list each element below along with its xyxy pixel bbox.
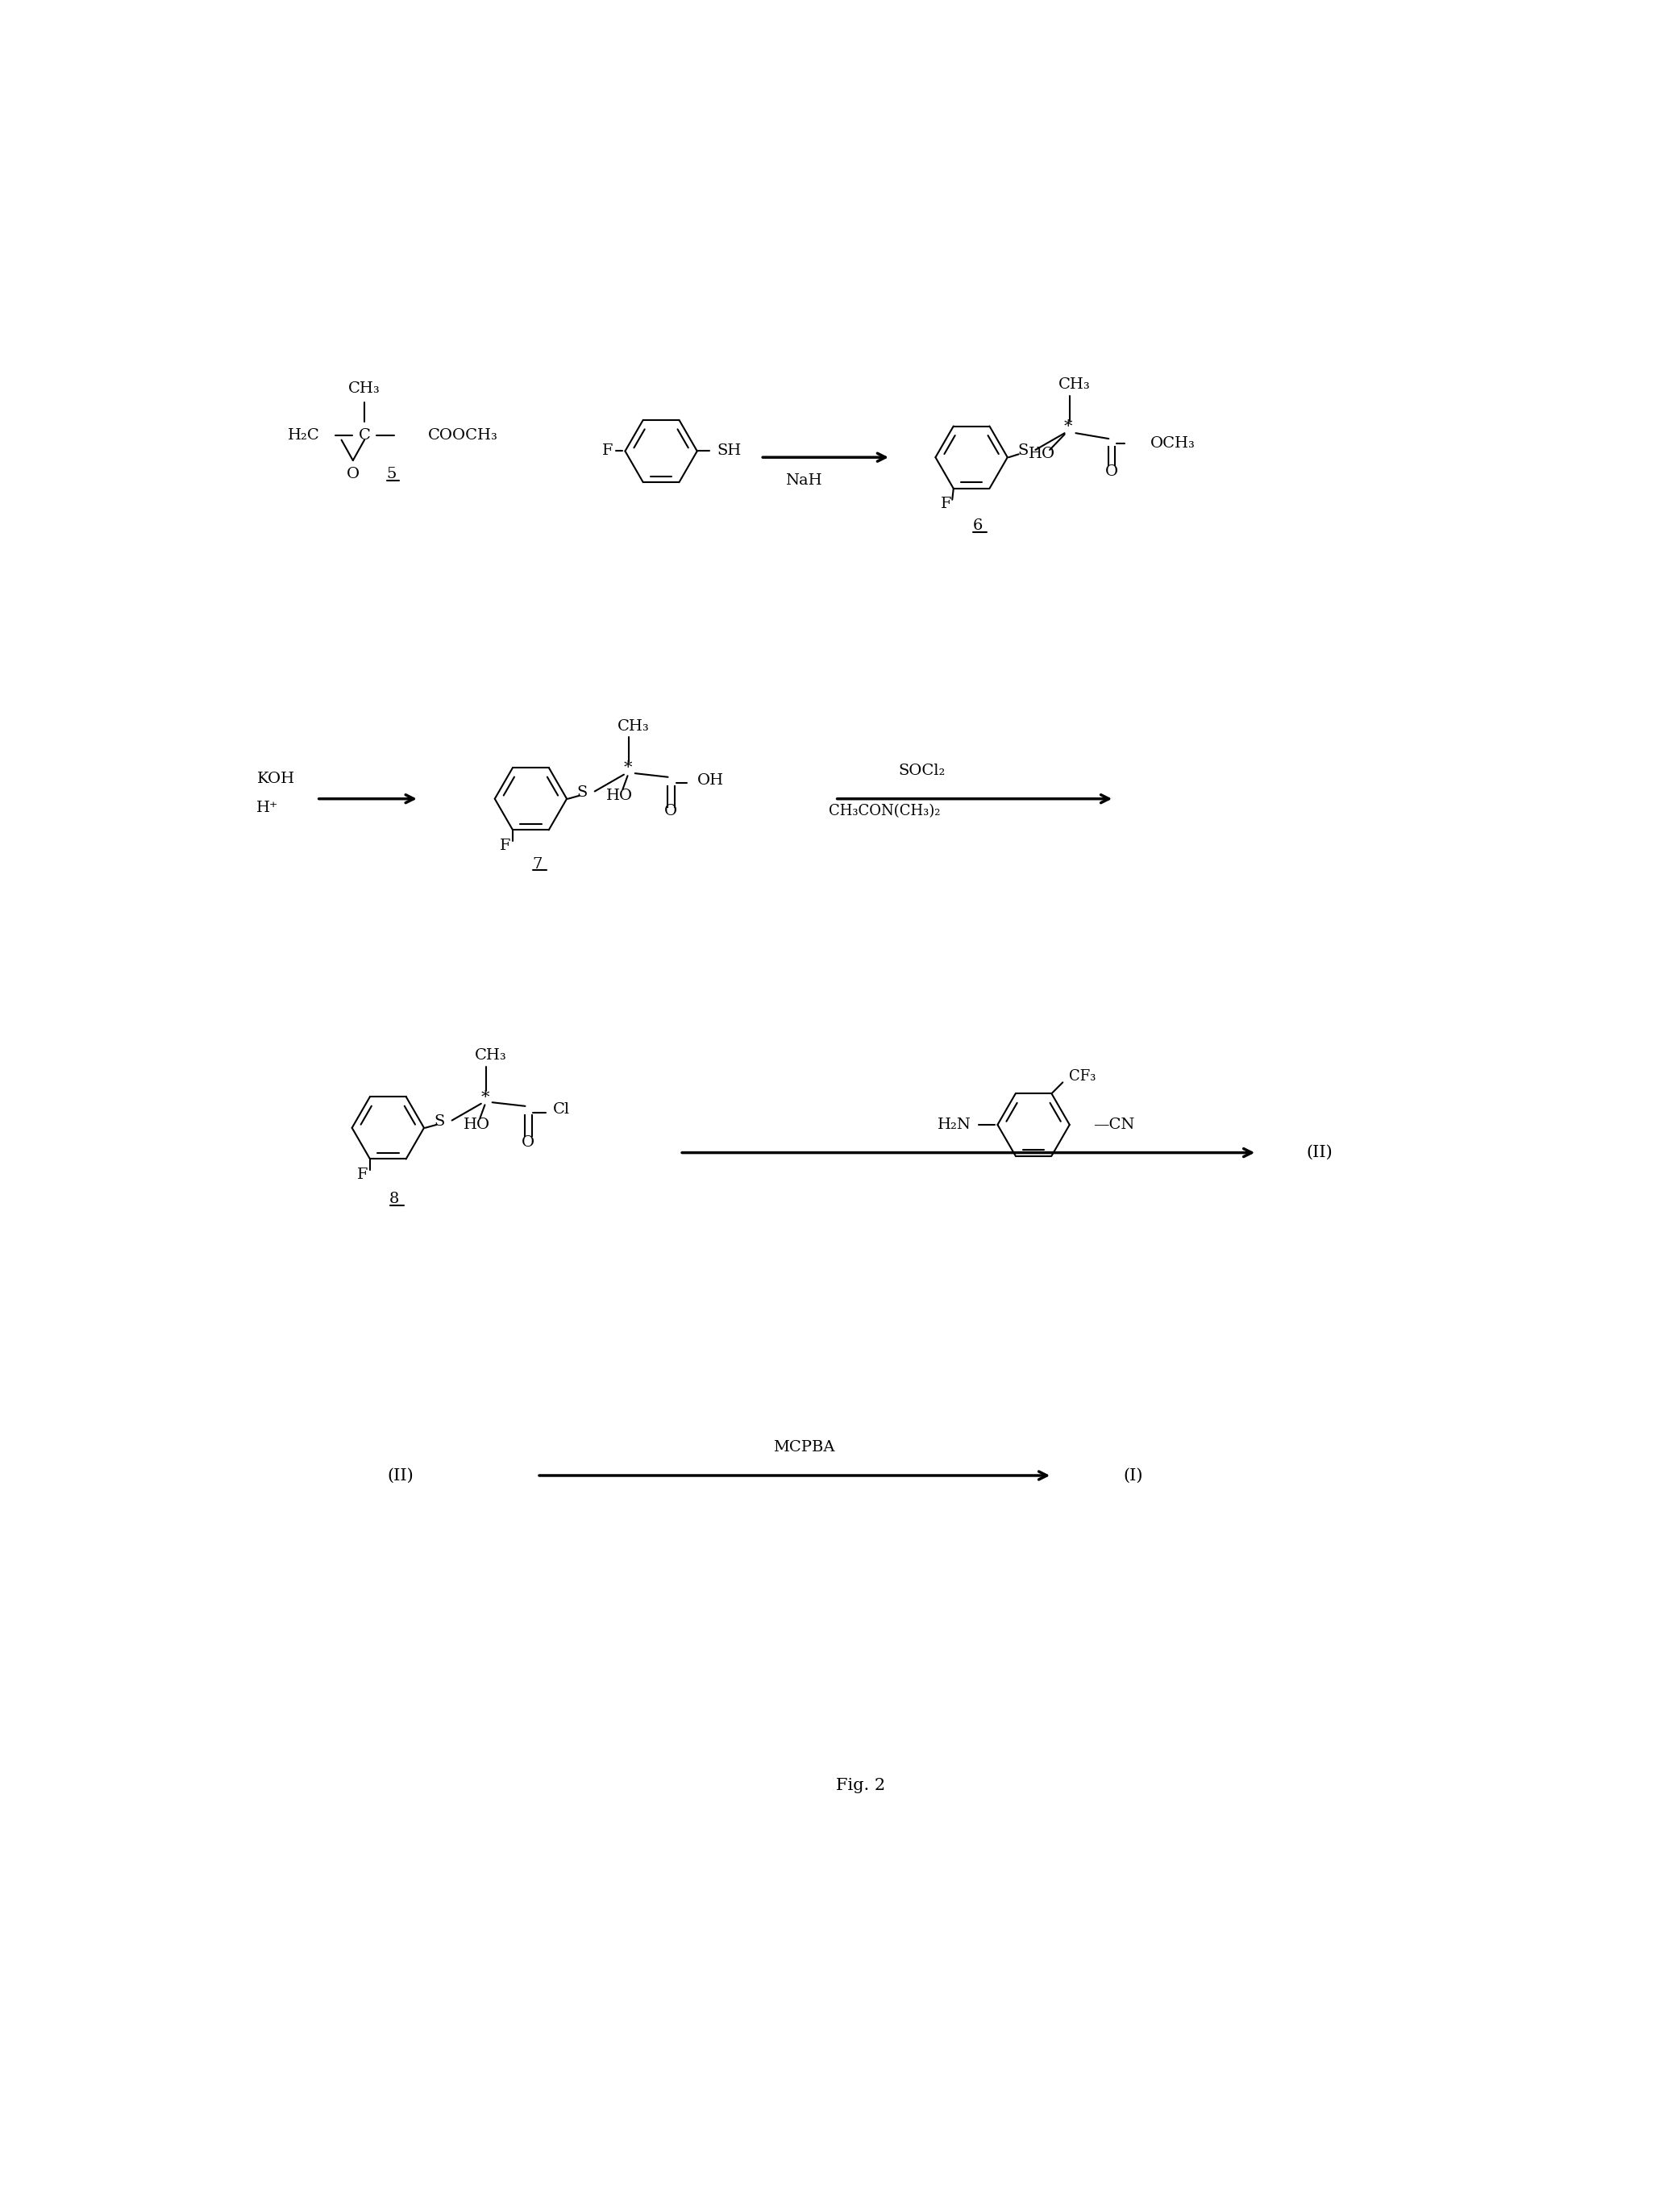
Text: H₂C: H₂C	[287, 429, 319, 443]
Text: CH₃: CH₃	[475, 1048, 507, 1061]
Text: O: O	[346, 467, 360, 482]
Text: MCPBA: MCPBA	[773, 1440, 835, 1456]
Text: (I): (I)	[1122, 1469, 1142, 1484]
Text: F: F	[501, 839, 511, 852]
Text: HO: HO	[464, 1116, 491, 1132]
Text: F: F	[941, 498, 951, 511]
Text: H⁺: H⁺	[255, 802, 277, 815]
Text: CH₃: CH₃	[618, 718, 650, 733]
Text: *: *	[623, 760, 632, 775]
Text: NaH: NaH	[786, 473, 822, 489]
Text: S: S	[433, 1114, 445, 1130]
Text: OCH₃: OCH₃	[1151, 436, 1194, 451]
Text: *: *	[1063, 418, 1072, 434]
Text: OH: OH	[697, 773, 724, 788]
Text: (II): (II)	[1305, 1145, 1332, 1160]
Text: 6: 6	[973, 517, 983, 533]
Text: H₂N: H₂N	[937, 1116, 971, 1132]
Text: COOCH₃: COOCH₃	[428, 429, 499, 443]
Text: C: C	[358, 429, 370, 443]
Text: F: F	[358, 1167, 368, 1182]
Text: *: *	[480, 1090, 489, 1105]
Text: CF₃: CF₃	[1068, 1068, 1095, 1083]
Text: HO: HO	[1028, 447, 1055, 462]
Text: CH₃: CH₃	[348, 381, 380, 396]
Text: O: O	[522, 1134, 534, 1149]
Text: —CN: —CN	[1094, 1116, 1134, 1132]
Text: 5: 5	[386, 467, 396, 482]
Text: HO: HO	[606, 788, 633, 804]
Text: S: S	[1018, 445, 1028, 458]
Text: SOCl₂: SOCl₂	[899, 764, 946, 777]
Text: CH₃: CH₃	[1058, 377, 1090, 392]
Text: O: O	[1105, 465, 1119, 478]
Text: S: S	[576, 786, 588, 799]
Text: KOH: KOH	[257, 771, 296, 786]
Text: SH: SH	[717, 445, 741, 458]
Text: Cl: Cl	[553, 1101, 570, 1116]
Text: F: F	[603, 445, 613, 458]
Text: O: O	[665, 804, 677, 819]
Text: Fig. 2: Fig. 2	[837, 1779, 885, 1795]
Text: (II): (II)	[386, 1469, 413, 1484]
Text: CH₃CON(CH₃)₂: CH₃CON(CH₃)₂	[828, 804, 941, 819]
Text: 7: 7	[533, 857, 543, 872]
Text: 8: 8	[390, 1191, 400, 1207]
